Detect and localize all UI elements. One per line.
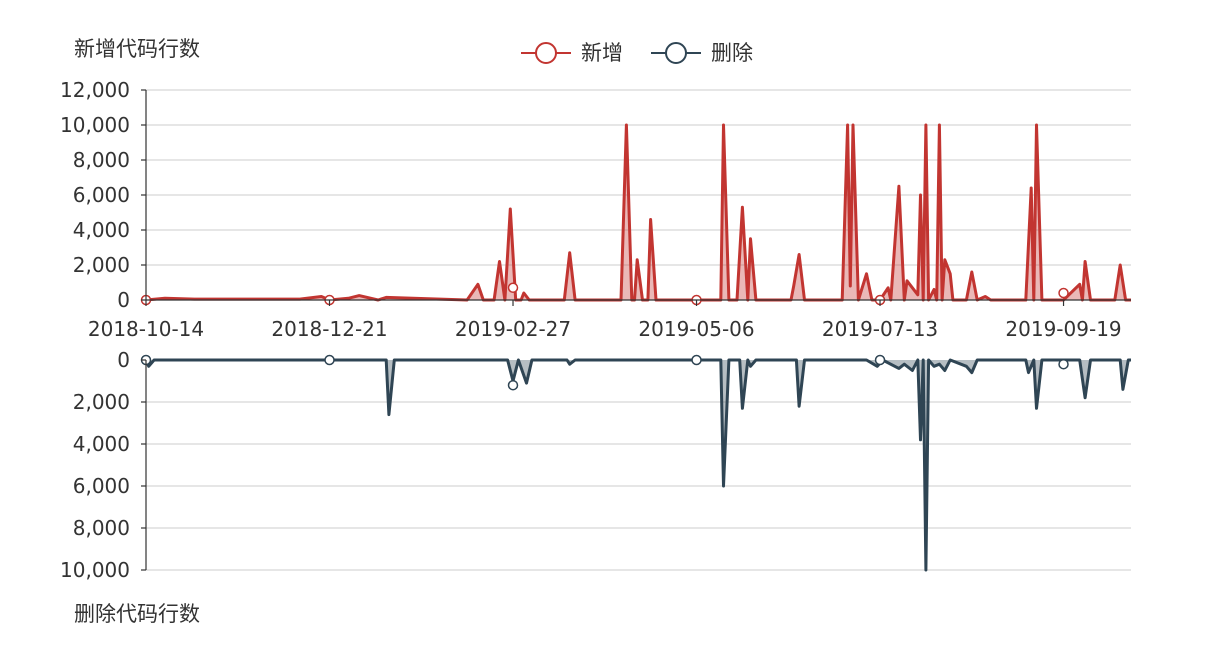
bottom-grid xyxy=(146,401,1131,571)
additions-point[interactable] xyxy=(507,282,519,293)
additions-point[interactable] xyxy=(1058,287,1069,299)
bottom-y-tick-label: 6,000 xyxy=(73,474,130,498)
x-tick-label: 2018-10-14 xyxy=(88,317,204,341)
legend-item-additions[interactable]: 新增 xyxy=(521,41,623,65)
deletions-point[interactable] xyxy=(1058,358,1069,370)
deletions-area xyxy=(146,360,1131,570)
bottom-y-tick-label: 4,000 xyxy=(73,432,130,456)
deletions-point[interactable] xyxy=(324,354,335,366)
legend-marker-additions xyxy=(535,42,557,64)
deletions-line xyxy=(144,358,1131,572)
top-y-tick-label: 8,000 xyxy=(73,148,130,172)
top-y-axis-name: 新增代码行数 xyxy=(74,37,200,61)
top-y-tick-label: 4,000 xyxy=(73,218,130,242)
bottom-y-tick-label: 0 xyxy=(117,348,130,372)
top-y-tick-label: 12,000 xyxy=(60,78,130,102)
x-tick-label: 2019-07-13 xyxy=(822,317,938,341)
bottom-y-tick-label: 8,000 xyxy=(73,516,130,540)
top-y-tick-label: 2,000 xyxy=(73,253,130,277)
legend-item-deletions[interactable]: 删除 xyxy=(651,41,753,65)
x-tick-label: 2018-12-21 xyxy=(271,317,387,341)
bottom-series-deletions xyxy=(140,354,1131,572)
additions-line xyxy=(145,123,1131,302)
top-y-tick-label: 10,000 xyxy=(60,113,130,137)
legend-label-deletions: 删除 xyxy=(711,41,753,65)
x-tick-label: 2019-09-19 xyxy=(1005,317,1121,341)
bottom-y-tick-label: 2,000 xyxy=(73,390,130,414)
top-y-tick-label: 6,000 xyxy=(73,183,130,207)
bottom-y-tick-label: 10,000 xyxy=(60,558,130,582)
top-series-additions xyxy=(140,123,1131,306)
top-grid xyxy=(146,89,1131,266)
bottom-y-axis-name: 删除代码行数 xyxy=(74,602,200,626)
deletions-point[interactable] xyxy=(507,379,519,391)
legend: 新增 删除 xyxy=(521,41,753,65)
legend-label-additions: 新增 xyxy=(581,41,623,65)
deletions-point[interactable] xyxy=(874,354,886,366)
x-tick-label: 2019-05-06 xyxy=(638,317,754,341)
x-tick-label: 2019-02-27 xyxy=(455,317,571,341)
deletions-point[interactable] xyxy=(691,354,702,366)
top-y-tick-label: 0 xyxy=(117,288,130,312)
legend-marker-deletions xyxy=(665,42,687,64)
axes: 0 2,000 4,000 6,000 8,000 10,000 12,000 0 2,000 4… xyxy=(60,78,1131,582)
